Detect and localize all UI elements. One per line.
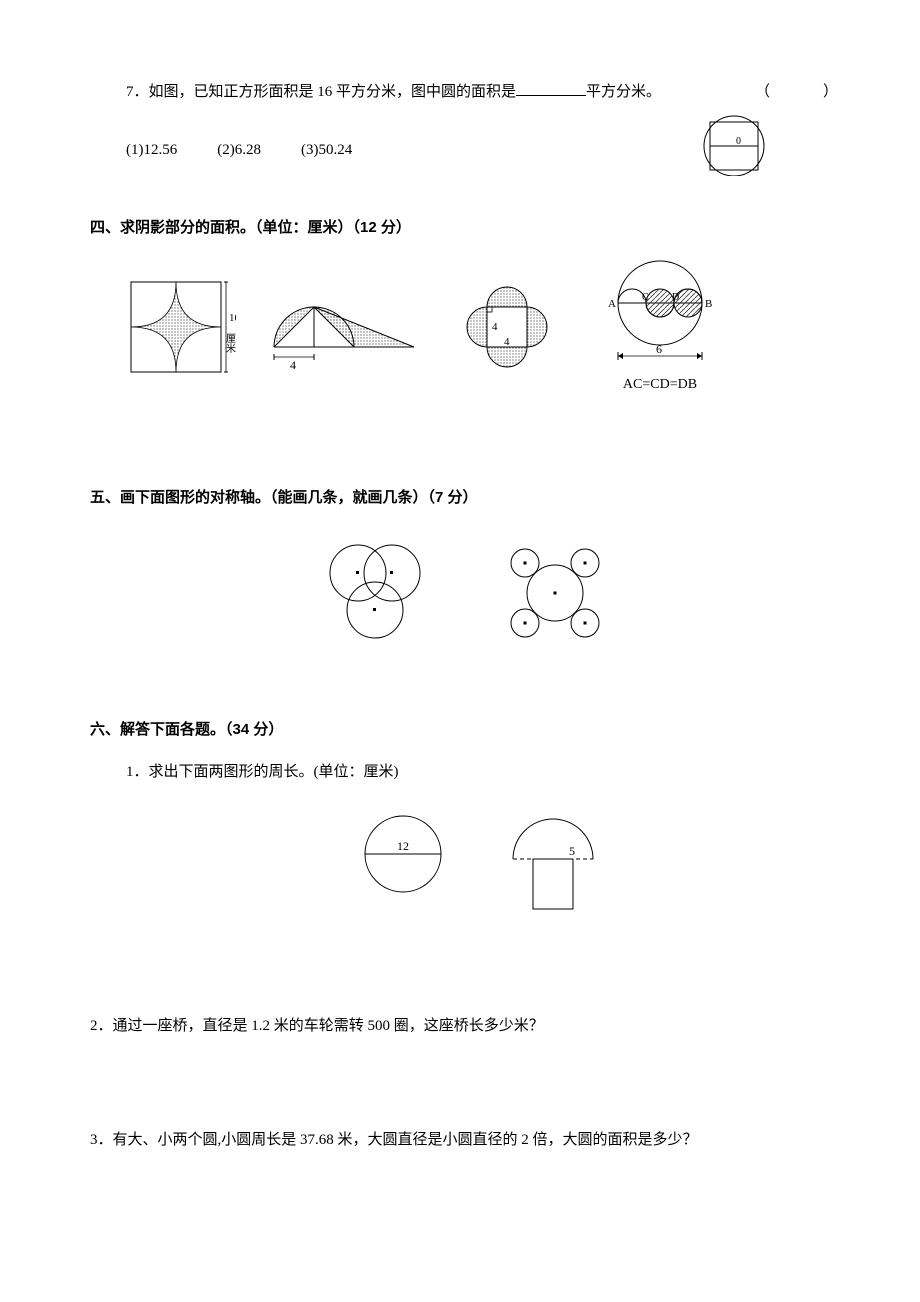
s6-sub1-figures: 12 5 <box>126 804 840 924</box>
q7-figure-label: 0 <box>736 136 741 147</box>
q7-option-2: (2)6.28 <box>217 138 261 162</box>
q7-figure: 0 <box>700 114 780 176</box>
s4-fig4: A B C D 6 AC=CD=DB <box>590 258 730 396</box>
s6-sub3: 3．有大、小两个圆,小圆周长是 37.68 米，大圆直径是小圆直径的 2 倍，大… <box>90 1128 840 1152</box>
s4-fig1: 10 厘米 <box>126 277 236 377</box>
s6-sub3-text: 3．有大、小两个圆,小圆周长是 37.68 米，大圆直径是小圆直径的 2 倍，大… <box>90 1132 698 1148</box>
s6-sub1: 1．求出下面两图形的周长。(单位：厘米) 12 5 <box>90 760 840 924</box>
s6-sub1-fig1: 12 <box>353 804 453 924</box>
section-5-figures <box>90 528 840 658</box>
q7-number: 7． <box>126 80 149 104</box>
s4-fig4-caption: AC=CD=DB <box>623 374 697 396</box>
s4-fig4-B: B <box>705 298 712 310</box>
s4-fig3: 4 4 <box>452 272 562 382</box>
s5-fig1 <box>310 528 440 658</box>
section-5-title: 五、画下面图形的对称轴。（能画几条，就画几条）（7 分） <box>90 486 840 510</box>
q7-option-3: (3)50.24 <box>301 138 352 162</box>
q7-content-row: (1)12.56 (2)6.28 (3)50.24 0 <box>90 114 840 176</box>
s6-sub1-fig1-label: 12 <box>397 839 409 853</box>
s4-fig4-C: C <box>642 292 649 303</box>
q7-text-before: 如图，已知正方形面积是 16 平方分米，图中圆的面积是 <box>149 80 517 104</box>
s6-sub1-text: 1．求出下面两图形的周长。(单位：厘米) <box>126 764 399 780</box>
s6-sub1-fig2-label: 5 <box>569 844 575 858</box>
q7-title-line: 7． 如图，已知正方形面积是 16 平方分米，图中圆的面积是 平方分米。 （ ） <box>90 80 840 104</box>
question-7: 7． 如图，已知正方形面积是 16 平方分米，图中圆的面积是 平方分米。 （ ）… <box>90 80 840 176</box>
s4-fig1-label-unit: 厘米 <box>224 333 236 354</box>
s4-fig4-A: A <box>608 298 616 310</box>
section-4-figures: 10 厘米 <box>90 258 840 396</box>
s4-fig4-dim: 6 <box>656 342 662 356</box>
q7-paren: （ ） <box>755 80 840 104</box>
s5-fig2 <box>490 528 620 658</box>
q7-blank <box>516 81 586 96</box>
s4-fig2-label: 4 <box>290 358 296 372</box>
s4-fig4-D: D <box>672 292 679 303</box>
s6-sub2-text: 2．通过一座桥，直径是 1.2 米的车轮需转 500 圈，这座桥长多少米？ <box>90 1018 544 1034</box>
q7-option-1: (1)12.56 <box>126 138 177 162</box>
s4-fig2: 4 <box>264 277 424 377</box>
s4-fig1-label-num: 10 <box>229 312 236 324</box>
s6-sub2: 2．通过一座桥，直径是 1.2 米的车轮需转 500 圈，这座桥长多少米？ <box>90 1014 840 1038</box>
s4-fig3-side: 4 <box>492 321 498 333</box>
section-6-title: 六、解答下面各题。（34 分） <box>90 718 840 742</box>
s4-fig3-width: 4 <box>504 336 510 348</box>
section-4-title: 四、求阴影部分的面积。（单位：厘米）（12 分） <box>90 216 840 240</box>
s6-sub1-fig2: 5 <box>493 804 613 924</box>
q7-options: (1)12.56 (2)6.28 (3)50.24 <box>90 138 352 162</box>
q7-text-after: 平方分米。 <box>586 80 661 104</box>
